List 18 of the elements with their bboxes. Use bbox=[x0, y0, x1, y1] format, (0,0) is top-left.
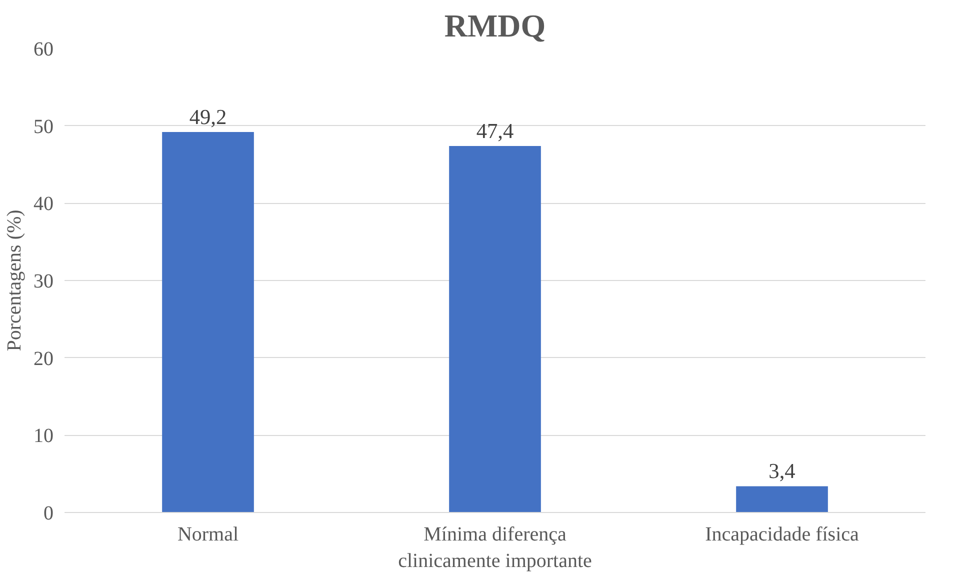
y-tick-label: 40 bbox=[34, 193, 54, 216]
y-tick-label: 60 bbox=[34, 38, 54, 60]
x-tick-label: Mínima diferença clinicamente importante bbox=[398, 524, 592, 572]
y-tick-label: 30 bbox=[34, 270, 54, 292]
y-tick-label: 0 bbox=[44, 502, 54, 524]
x-tick-label: Normal bbox=[177, 524, 239, 546]
data-label: 49,2 bbox=[189, 105, 227, 130]
bar bbox=[162, 132, 254, 512]
y-tick-label: 20 bbox=[34, 348, 54, 370]
y-tick-label: 50 bbox=[34, 116, 54, 138]
bar bbox=[449, 146, 541, 512]
chart-title: RMDQ bbox=[444, 8, 546, 44]
y-tick-label: 10 bbox=[34, 425, 54, 448]
x-tick-label: Incapacidade física bbox=[705, 524, 860, 546]
data-label: 3,4 bbox=[768, 459, 796, 484]
data-label: 47,4 bbox=[476, 118, 514, 143]
bar bbox=[736, 486, 828, 512]
y-axis-title: Porcentagens (%) bbox=[4, 210, 26, 352]
